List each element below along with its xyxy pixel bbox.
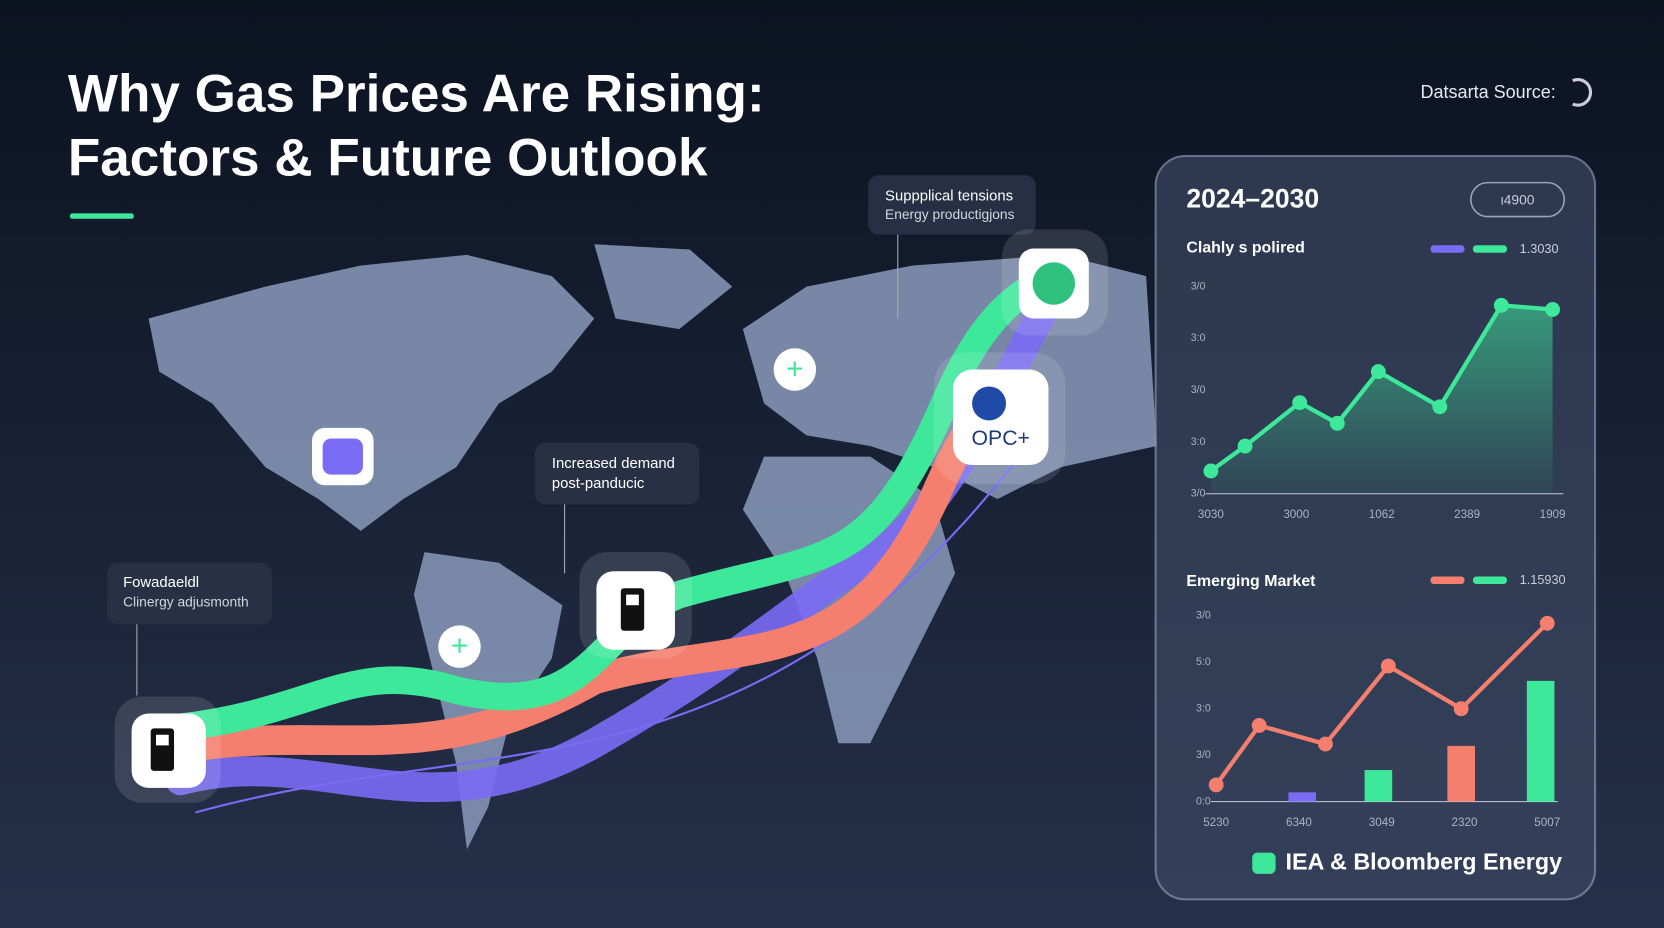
callout-text: Suppplical tensions <box>885 188 1013 204</box>
point <box>1317 736 1333 752</box>
legend-text: 1.15930 <box>1520 572 1566 587</box>
callout: Increased demand post-panducic <box>534 442 700 574</box>
point <box>1370 364 1386 380</box>
point <box>1329 415 1345 431</box>
y-tick-label: 3:0 <box>1191 436 1206 448</box>
line <box>1209 303 1553 473</box>
title: Why Gas Prices Are Rising: <box>68 65 765 124</box>
x-tick-label: 3049 <box>1369 816 1395 829</box>
point <box>1453 701 1469 717</box>
callout-text: Fowadaeldl <box>123 575 199 591</box>
opec-label: OPC+ <box>972 427 1030 450</box>
svg-text:+: + <box>451 630 468 663</box>
source-label: Datsarta Source: <box>1420 82 1555 102</box>
bar <box>1364 770 1393 802</box>
callout-text: Clinergy adjusmonth <box>123 595 249 610</box>
panel-title: 2024–2030 <box>1186 184 1319 214</box>
bar <box>1447 745 1475 802</box>
panel-badge: ι4900 <box>1501 192 1535 207</box>
point <box>1251 718 1267 733</box>
point <box>1432 399 1448 415</box>
y-tick-label: 3/0 <box>1196 610 1211 622</box>
point <box>1208 777 1224 793</box>
y-tick-label: 3/0 <box>1191 384 1206 396</box>
map-icons: OPC+ + + <box>114 229 1108 803</box>
chart-label: Clahly s polired <box>1186 240 1304 257</box>
callout-text: Increased demand <box>552 456 675 472</box>
point <box>1203 463 1219 479</box>
point <box>1493 297 1509 313</box>
bar <box>1288 792 1317 802</box>
point <box>1380 658 1396 674</box>
area <box>1210 305 1553 494</box>
x-tick-label: 6340 <box>1286 816 1312 829</box>
y-tick-label: 3/0 <box>1191 488 1206 500</box>
svg-text:+: + <box>786 352 803 385</box>
bar <box>1526 680 1555 802</box>
x-tick-label: 3000 <box>1283 508 1309 521</box>
mini-charts: 3/0 3:0 3/0 3:0 3/0 3030 3000 1062 2389 1909 0:0 3/… <box>1191 280 1566 828</box>
title: Factors & Future Outlook <box>68 128 708 187</box>
x-tick-label: 2320 <box>1452 816 1478 829</box>
point <box>1539 615 1555 631</box>
callout: Suppplical tensions Energy productigjons <box>868 175 1036 319</box>
y-tick-label: 5:0 <box>1196 656 1211 668</box>
legend-text: 1.3030 <box>1520 241 1559 256</box>
callout-text: Energy productigjons <box>885 207 1015 222</box>
y-tick-label: 3/0 <box>1196 749 1211 761</box>
point <box>1292 395 1308 411</box>
x-tick-label: 3030 <box>1198 508 1224 521</box>
y-tick-label: 3:0 <box>1196 703 1211 715</box>
x-tick-label: 5230 <box>1203 816 1229 829</box>
point <box>1237 438 1253 454</box>
x-tick-label: 5007 <box>1534 816 1560 829</box>
chart-label: Emerging Market <box>1186 573 1316 590</box>
line <box>1214 621 1549 787</box>
x-tick-label: 1909 <box>1540 508 1566 521</box>
y-tick-label: 3/0 <box>1191 280 1206 292</box>
footer: IEA & Bloomberg Energy <box>1285 848 1562 874</box>
x-tick-label: 1062 <box>1369 508 1395 521</box>
x-tick-label: 2389 <box>1454 508 1480 521</box>
y-tick-label: 3:0 <box>1191 332 1206 344</box>
source-icon <box>1572 78 1593 107</box>
callout-text: post-panducic <box>552 476 645 492</box>
point <box>1545 302 1560 317</box>
callout: Fowadaeldl Clinergy adjusmonth <box>107 562 272 696</box>
accent <box>70 213 134 219</box>
y-tick-label: 0:0 <box>1196 795 1211 807</box>
